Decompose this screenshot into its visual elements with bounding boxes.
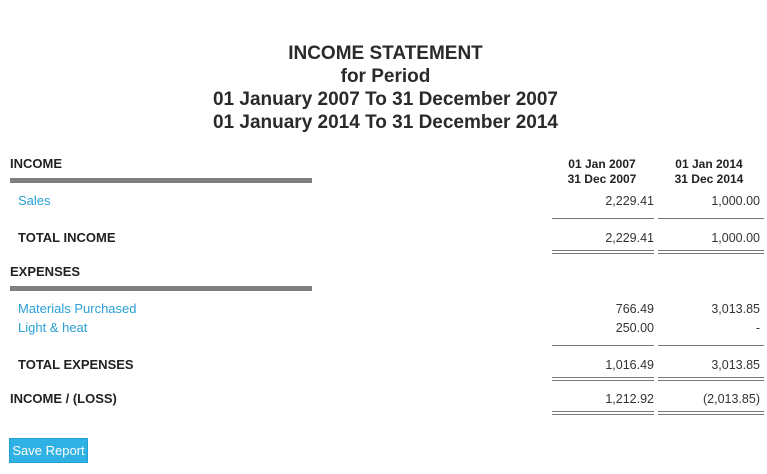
total-double-rule <box>658 250 764 254</box>
net-income-period-1: 1,212.92 <box>605 392 654 406</box>
subtotal-rule <box>552 218 654 219</box>
subtotal-rule <box>658 345 764 346</box>
net-income-period-2: (2,013.85) <box>703 392 760 406</box>
report-title-line: INCOME STATEMENT <box>288 43 483 64</box>
materials-value-period-1: 766.49 <box>615 302 654 316</box>
save-report-button[interactable]: Save Report <box>9 438 88 463</box>
expenses-section-bar <box>10 286 312 291</box>
total-expenses-label: TOTAL EXPENSES <box>18 357 134 372</box>
report-subtitle-line: for Period <box>340 66 431 87</box>
net-double-rule <box>658 411 764 415</box>
total-expenses-period-2: 3,013.85 <box>711 358 760 372</box>
period-1-line: 01 January 2007 To 31 December 2007 <box>212 89 559 110</box>
subtotal-rule <box>552 345 654 346</box>
account-link-materials-purchased[interactable]: Materials Purchased <box>18 301 137 316</box>
sales-value-period-2: 1,000.00 <box>711 194 760 208</box>
total-double-rule <box>552 250 654 254</box>
net-income-label: INCOME / (LOSS) <box>10 391 117 406</box>
total-double-rule <box>658 377 764 381</box>
expenses-heading: EXPENSES <box>10 264 81 279</box>
light-heat-value-period-2: - <box>755 321 760 335</box>
subtotal-rule <box>658 218 764 219</box>
materials-value-period-2: 3,013.85 <box>711 302 760 316</box>
light-heat-value-period-1: 250.00 <box>615 321 654 335</box>
report-title: INCOME STATEMENT for Period 01 January 2… <box>0 42 767 134</box>
total-double-rule <box>552 377 654 381</box>
column-header-period-1-end: 31 Dec 2007 <box>567 172 637 186</box>
column-header-period-1-start: 01 Jan 2007 <box>568 157 636 171</box>
total-income-period-1: 2,229.41 <box>605 231 654 245</box>
net-double-rule <box>552 411 654 415</box>
account-link-sales[interactable]: Sales <box>18 193 51 208</box>
income-section-bar <box>10 178 312 183</box>
account-link-light-heat[interactable]: Light & heat <box>18 320 88 335</box>
column-header-period-2-end: 31 Dec 2014 <box>674 172 744 186</box>
period-2-line: 01 January 2014 To 31 December 2014 <box>212 112 559 133</box>
column-header-period-2-start: 01 Jan 2014 <box>675 157 743 171</box>
sales-value-period-1: 2,229.41 <box>605 194 654 208</box>
column-header-period-2: 01 Jan 2014 31 Dec 2014 <box>658 157 760 187</box>
income-heading: INCOME <box>10 156 62 171</box>
total-income-period-2: 1,000.00 <box>711 231 760 245</box>
total-income-label: TOTAL INCOME <box>18 230 116 245</box>
column-header-period-1: 01 Jan 2007 31 Dec 2007 <box>552 157 652 187</box>
total-expenses-period-1: 1,016.49 <box>605 358 654 372</box>
